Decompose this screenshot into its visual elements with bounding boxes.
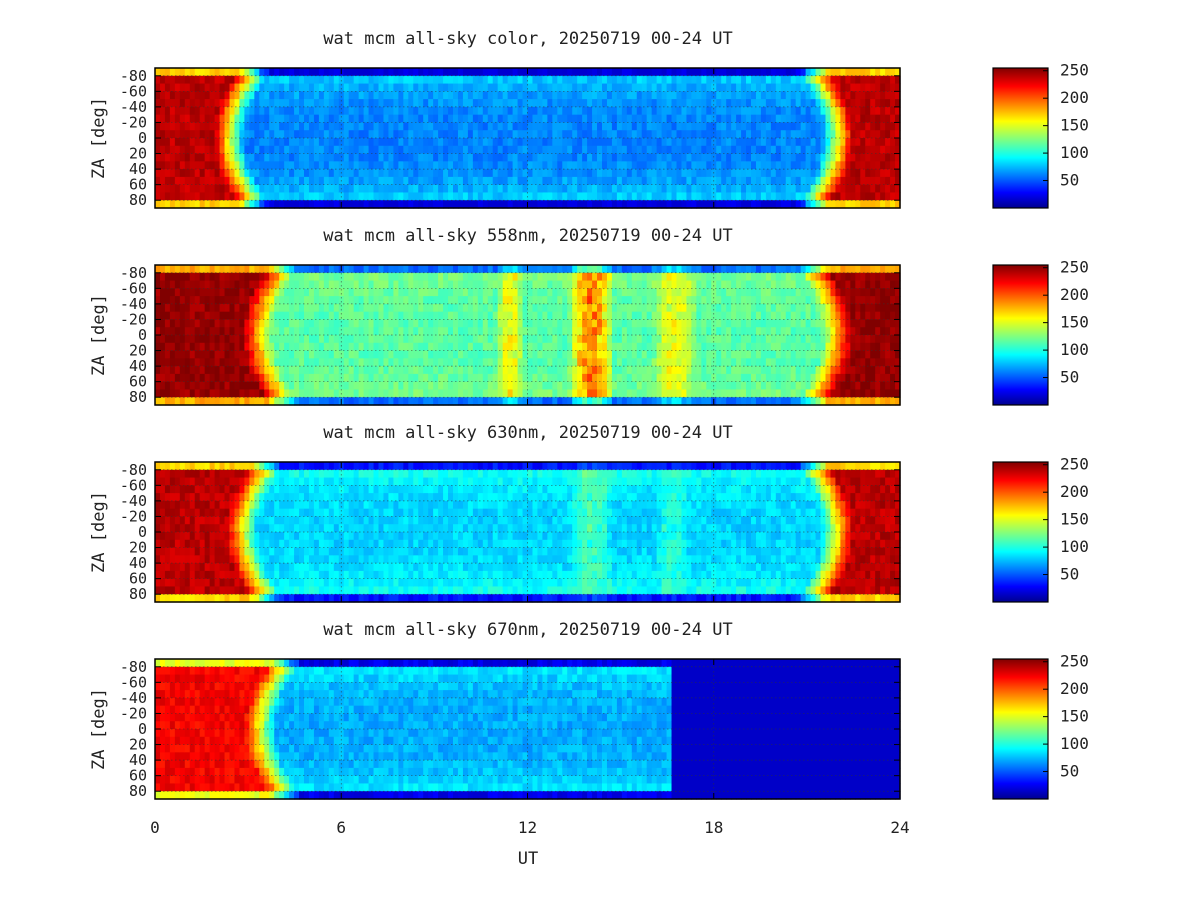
y-tick-label: -40 <box>120 295 147 313</box>
y-tick-label: 20 <box>129 342 147 360</box>
y-tick-label: -40 <box>120 689 147 707</box>
y-tick-label: 80 <box>129 388 147 406</box>
y-tick-label: 80 <box>129 191 147 209</box>
colorbar-tick-label: 250 <box>1060 61 1089 80</box>
y-tick-label: -20 <box>120 507 147 525</box>
y-tick-label: 0 <box>138 129 147 147</box>
y-tick-label: 40 <box>129 554 147 572</box>
y-tick-label: 80 <box>129 585 147 603</box>
x-tick-label: 6 <box>336 818 346 837</box>
chart-panel: wat mcm all-sky color, 20250719 00-24 UT… <box>89 29 1089 209</box>
colorbar-tick-label: 250 <box>1060 258 1089 277</box>
y-tick-label: -40 <box>120 492 147 510</box>
x-tick-label: 24 <box>890 818 909 837</box>
heatmap-cells <box>155 462 901 603</box>
colorbar-tick-label: 50 <box>1060 762 1079 781</box>
colorbar <box>992 658 1049 800</box>
colorbar-tick-label: 250 <box>1060 652 1089 671</box>
colorbar-tick-label: 50 <box>1060 368 1079 387</box>
heatmap-cells <box>155 68 901 209</box>
panels-group: wat mcm all-sky color, 20250719 00-24 UT… <box>89 29 1089 837</box>
chart-panel: wat mcm all-sky 558nm, 20250719 00-24 UT… <box>89 226 1089 406</box>
y-axis-label: ZA [deg] <box>89 97 109 179</box>
y-tick-label: -80 <box>120 264 147 282</box>
colorbar-tick-label: 200 <box>1060 88 1089 107</box>
colorbar-tick-label: 200 <box>1060 482 1089 501</box>
chart-panel: wat mcm all-sky 670nm, 20250719 00-24 UT… <box>89 620 1089 800</box>
y-tick-label: 0 <box>138 720 147 738</box>
colorbar-tick-label: 150 <box>1060 510 1089 529</box>
y-tick-label: 20 <box>129 736 147 754</box>
x-axis-label: UT <box>518 849 538 869</box>
y-tick-label: 40 <box>129 160 147 178</box>
y-tick-label: -60 <box>120 673 147 691</box>
y-tick-label: -20 <box>120 310 147 328</box>
panel-title: wat mcm all-sky 670nm, 20250719 00-24 UT <box>323 620 732 640</box>
y-axis-label: ZA [deg] <box>89 491 109 573</box>
y-tick-label: -20 <box>120 113 147 131</box>
y-tick-label: 60 <box>129 767 147 785</box>
panel-title: wat mcm all-sky 558nm, 20250719 00-24 UT <box>323 226 732 246</box>
y-tick-label: 0 <box>138 523 147 541</box>
y-axis-label: ZA [deg] <box>89 294 109 376</box>
y-tick-label: 0 <box>138 326 147 344</box>
y-axis-label: ZA [deg] <box>89 688 109 770</box>
colorbar <box>992 461 1049 603</box>
y-tick-label: 80 <box>129 782 147 800</box>
colorbar-tick-label: 100 <box>1060 537 1089 556</box>
colorbar-tick-label: 250 <box>1060 455 1089 474</box>
y-tick-label: -60 <box>120 279 147 297</box>
colorbar-tick-label: 50 <box>1060 171 1079 190</box>
y-tick-label: -80 <box>120 67 147 85</box>
y-tick-label: -60 <box>120 476 147 494</box>
panel-title: wat mcm all-sky color, 20250719 00-24 UT <box>323 29 732 49</box>
x-tick-label: 12 <box>518 818 537 837</box>
y-tick-label: 20 <box>129 145 147 163</box>
y-tick-label: 60 <box>129 570 147 588</box>
y-tick-label: -80 <box>120 461 147 479</box>
y-tick-label: 60 <box>129 373 147 391</box>
colorbar-tick-label: 50 <box>1060 565 1079 584</box>
y-tick-label: -60 <box>120 82 147 100</box>
grid-lines <box>154 659 901 799</box>
colorbar-tick-label: 150 <box>1060 707 1089 726</box>
y-tick-label: -40 <box>120 98 147 116</box>
colorbar-tick-label: 150 <box>1060 116 1089 135</box>
colorbar-tick-label: 150 <box>1060 313 1089 332</box>
colorbar-tick-label: 100 <box>1060 143 1089 162</box>
colorbar-tick-label: 200 <box>1060 679 1089 698</box>
x-tick-label: 18 <box>704 818 723 837</box>
heatmap-cells <box>155 265 901 406</box>
colorbar <box>992 264 1049 406</box>
colorbar-tick-label: 100 <box>1060 340 1089 359</box>
panel-title: wat mcm all-sky 630nm, 20250719 00-24 UT <box>323 423 732 443</box>
y-tick-label: 60 <box>129 176 147 194</box>
x-tick-label: 0 <box>150 818 160 837</box>
grid-lines <box>154 265 901 405</box>
chart-panel: wat mcm all-sky 630nm, 20250719 00-24 UT… <box>89 423 1089 603</box>
colorbar-tick-label: 200 <box>1060 285 1089 304</box>
y-tick-label: -20 <box>120 704 147 722</box>
y-tick-label: 40 <box>129 751 147 769</box>
y-tick-label: -80 <box>120 658 147 676</box>
colorbar-tick-label: 100 <box>1060 734 1089 753</box>
grid-lines <box>154 68 901 208</box>
heatmap-cells <box>155 659 901 800</box>
y-tick-label: 20 <box>129 539 147 557</box>
colorbar <box>992 67 1049 209</box>
y-tick-label: 40 <box>129 357 147 375</box>
